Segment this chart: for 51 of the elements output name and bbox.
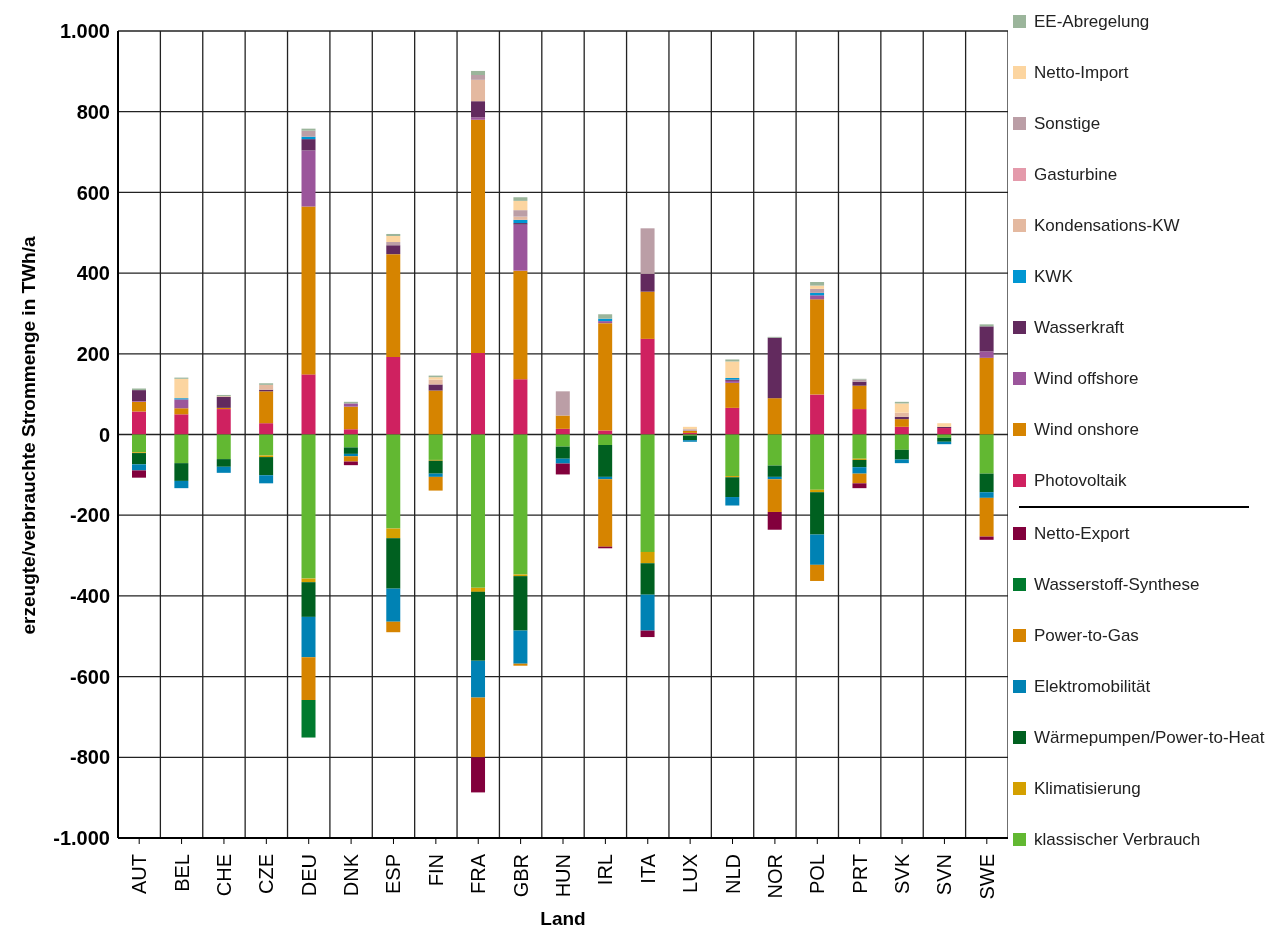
y-tick-label: 0 [98,423,110,446]
x-tick-label: BEL [170,854,193,892]
y-tick-label: 200 [76,342,110,365]
legend-label: Wärmepumpen/Power-to-Heat [1034,727,1265,748]
legend-label: Klimatisierung [1034,778,1141,799]
legend-label: Gasturbine [1034,164,1118,185]
legend-label: Wind offshore [1034,368,1139,389]
x-tick-label: PRT [848,854,871,894]
x-tick-label: IRL [594,854,617,886]
x-tick-label: NLD [721,854,744,895]
y-tick-label: 600 [76,181,110,204]
x-tick-label: LUX [679,854,702,893]
legend-label: Power-to-Gas [1034,625,1139,646]
x-axis-title: Land [540,908,586,929]
legend-label: Wasserkraft [1034,317,1125,338]
y-tick-label: 800 [76,100,110,123]
x-tick-label: DNK [340,853,363,897]
x-tick-label: DEU [297,854,320,897]
legend-label: Netto-Export [1034,523,1130,544]
x-tick-label: AUT [128,854,151,894]
legend-label: klassischer Verbrauch [1034,829,1201,850]
y-tick-label: -600 [69,665,110,688]
x-tick-label: FIN [424,854,447,887]
y-axis-title: erzeugte/verbrauchte Strommenge in TWh/a [17,236,39,635]
y-tick-label: 1.000 [59,20,110,43]
x-tick-label: CZE [255,854,278,894]
x-tick-label: SVK [891,853,914,895]
legend-label: Elektromobilität [1034,676,1151,697]
x-tick-label: FRA [467,853,490,894]
legend-label: Wasserstoff-Synthese [1034,574,1200,595]
y-tick-label: 400 [76,262,110,285]
y-tick-label: -1.000 [53,827,110,850]
x-tick-label: NOR [763,854,786,899]
y-tick-label: -800 [69,746,110,769]
legend-label: KWK [1034,266,1073,287]
legend-label: Netto-Import [1034,62,1129,83]
y-tick-label: -400 [69,585,110,607]
x-tick-label: ITA [636,853,659,884]
x-tick-label: GBR [509,854,532,898]
x-tick-label: SWE [975,854,998,900]
x-tick-label: HUN [552,854,574,898]
x-tick-label: POL [806,854,829,895]
legend-label: Sonstige [1034,113,1101,134]
x-tick-label: SVN [933,854,956,896]
legend-label: Photovoltaik [1034,470,1127,491]
x-tick-label: ESP [382,854,405,895]
x-tick-label: CHE [212,854,235,897]
legend-label: Wind onshore [1034,419,1139,440]
legend-label: EE-Abregelung [1034,11,1150,32]
legend-label: Kondensations-KW [1034,215,1180,236]
y-tick-label: -200 [69,504,110,527]
